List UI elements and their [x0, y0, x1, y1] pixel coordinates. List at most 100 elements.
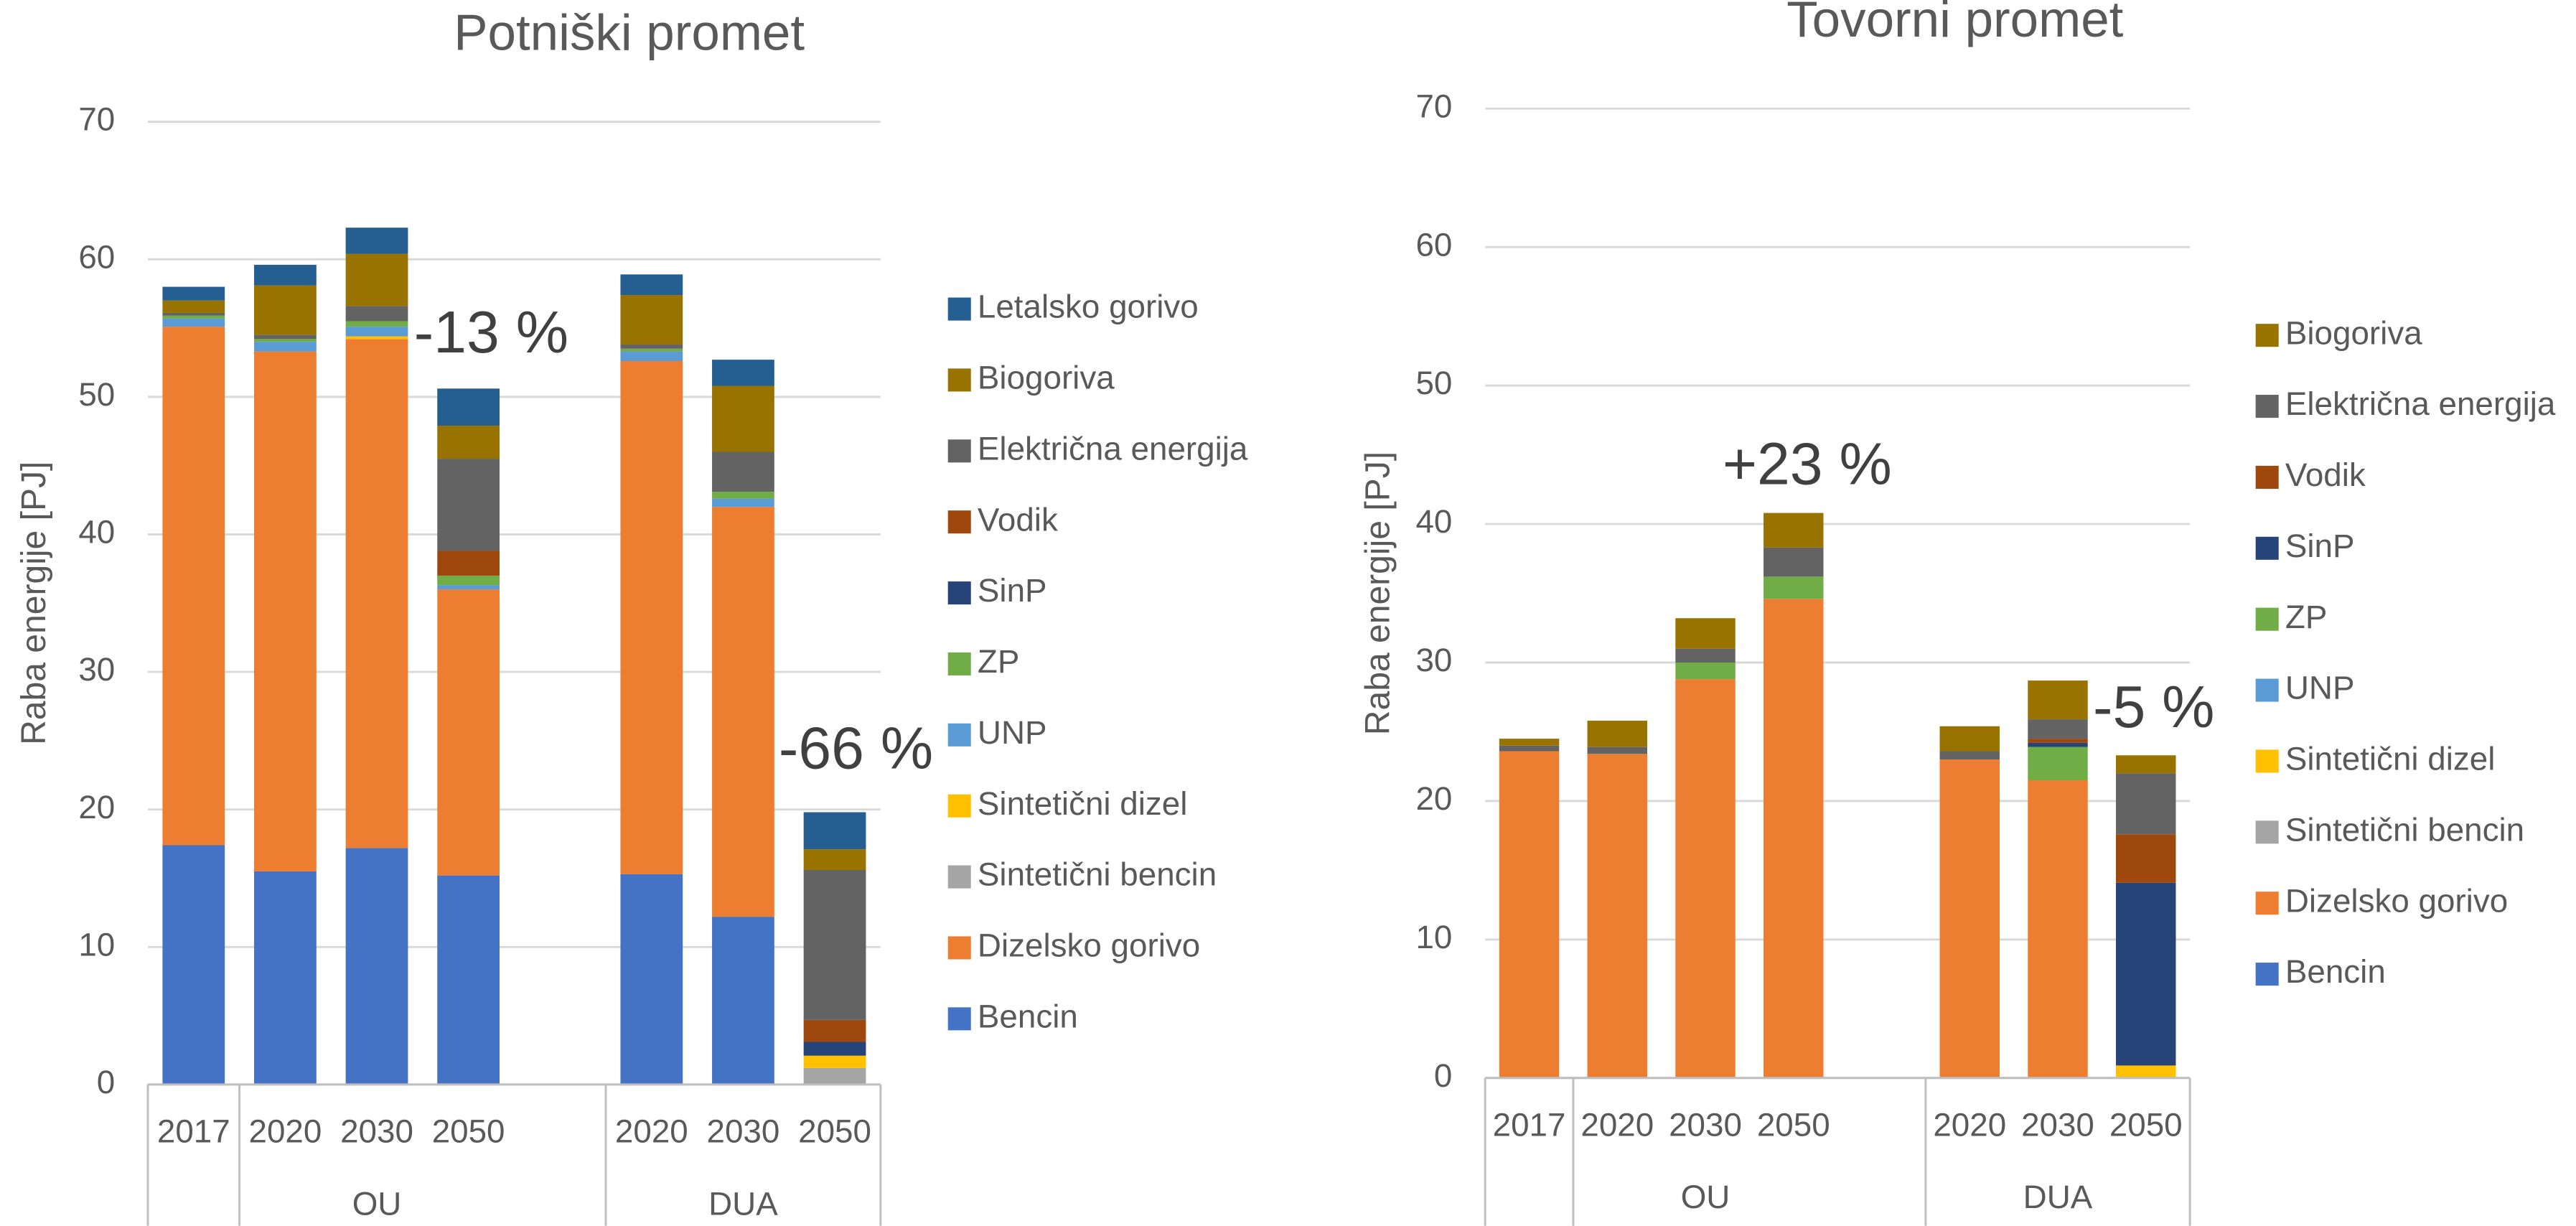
bar-segment [620, 348, 683, 352]
x-tick-label: 2020 [1933, 1107, 2006, 1143]
bar-segment [1675, 679, 1736, 1078]
legend-label: UNP [2285, 670, 2355, 706]
bar-segment [1764, 599, 1824, 1078]
x-tick-label: 2020 [249, 1113, 322, 1150]
bar-segment [437, 459, 500, 551]
legend-swatch [947, 368, 971, 392]
bar-segment [620, 361, 683, 874]
bar-segment [345, 253, 408, 306]
y-tick-label: 20 [1415, 780, 1452, 817]
bar-segment [162, 845, 225, 1085]
legend-label: Dizelsko gorivo [978, 927, 1200, 964]
bar-segment [2028, 719, 2088, 739]
bar-segment [162, 300, 225, 313]
legend-swatch [947, 1007, 971, 1031]
legend-label: Električna energija [2285, 385, 2556, 422]
bar-segment [803, 1067, 866, 1085]
bar-segment [620, 274, 683, 296]
bar-segment [2116, 773, 2176, 835]
legend-label: Sintetični dizel [978, 785, 1188, 822]
legend-swatch [2255, 324, 2279, 347]
bar-segment [1764, 576, 1824, 599]
annotation: -5 % [2093, 674, 2214, 740]
legend-label: Sintetični bencin [978, 856, 1217, 893]
bar-segment [437, 575, 500, 586]
x-tick-label: 2017 [157, 1113, 230, 1150]
y-tick-label: 0 [97, 1064, 115, 1100]
bar-segment [803, 849, 866, 870]
bar-segment [712, 498, 774, 507]
y-axis-label: Raba energije [PJ] [14, 462, 53, 745]
x-tick-label: 2020 [615, 1113, 688, 1150]
group-label: DUA [2023, 1179, 2093, 1215]
bar-segment [803, 869, 866, 1020]
bar-segment [254, 871, 317, 1085]
bar-segment [803, 1042, 866, 1056]
legend-swatch [947, 439, 971, 463]
bar-segment [254, 342, 317, 352]
bar-segment [712, 360, 774, 386]
legend-swatch [947, 865, 971, 889]
legend-label: SinP [978, 572, 1047, 609]
bar-segment [2028, 742, 2088, 747]
bar-segment [712, 492, 774, 499]
legend-label: UNP [978, 714, 1047, 751]
y-tick-label: 30 [1415, 642, 1452, 678]
x-tick-label: 2030 [340, 1113, 413, 1150]
x-tick-label: 2050 [432, 1113, 505, 1150]
legend-label: ZP [2285, 599, 2327, 635]
bar-segment [345, 848, 408, 1085]
y-tick-label: 60 [78, 238, 115, 275]
legend-label: SinP [2285, 528, 2355, 564]
legend-swatch [2255, 607, 2279, 631]
bar-segment [2116, 1065, 2176, 1078]
bar-segment [620, 351, 683, 362]
y-tick-label: 20 [78, 789, 115, 825]
legend-swatch [947, 652, 971, 675]
legend-swatch [2255, 892, 2279, 915]
y-tick-label: 50 [78, 376, 115, 413]
bar-segment [803, 1055, 866, 1068]
legend-label: Dizelsko gorivo [2285, 882, 2508, 919]
bar-segment [162, 327, 225, 846]
bar-segment [2028, 739, 2088, 743]
y-tick-label: 0 [1434, 1057, 1452, 1094]
legend-swatch [2255, 465, 2279, 489]
bar-segment [437, 585, 500, 590]
bar-segment [1675, 662, 1736, 680]
y-tick-label: 10 [78, 926, 115, 963]
bar-segment [162, 286, 225, 301]
y-tick-label: 40 [78, 514, 115, 551]
bar-segment [345, 321, 408, 327]
bar-segment [712, 507, 774, 917]
y-tick-label: 30 [78, 651, 115, 688]
legend-label: Biogoriva [978, 360, 1115, 396]
bar-segment [437, 388, 500, 426]
legend-swatch [2255, 536, 2279, 560]
bar-segment [1587, 754, 1648, 1078]
bar-segment [1499, 751, 1560, 1078]
x-tick-label: 2030 [1669, 1107, 1742, 1143]
bar-segment [2028, 780, 2088, 1078]
legend-label: Bencin [978, 998, 1078, 1034]
bar-segment [254, 334, 317, 340]
annotation: +23 % [1723, 431, 1892, 497]
bar-segment [1675, 648, 1736, 663]
bar-segment [2028, 747, 2088, 780]
bar-segment [1764, 513, 1824, 548]
bar-segment [1587, 747, 1648, 754]
y-tick-label: 10 [1415, 919, 1452, 955]
bar-segment [345, 336, 408, 340]
bar-segment [803, 812, 866, 850]
legend-swatch [947, 510, 971, 534]
bar-segment [254, 339, 317, 342]
bar-segment [1675, 618, 1736, 649]
legend-label: Biogoriva [2285, 314, 2422, 351]
bar-segment [437, 426, 500, 459]
bar-segment [437, 551, 500, 576]
bar-segment [162, 312, 225, 316]
legend-swatch [947, 297, 971, 321]
chart-title: Potniški promet [454, 4, 805, 61]
group-label: OU [352, 1185, 402, 1222]
